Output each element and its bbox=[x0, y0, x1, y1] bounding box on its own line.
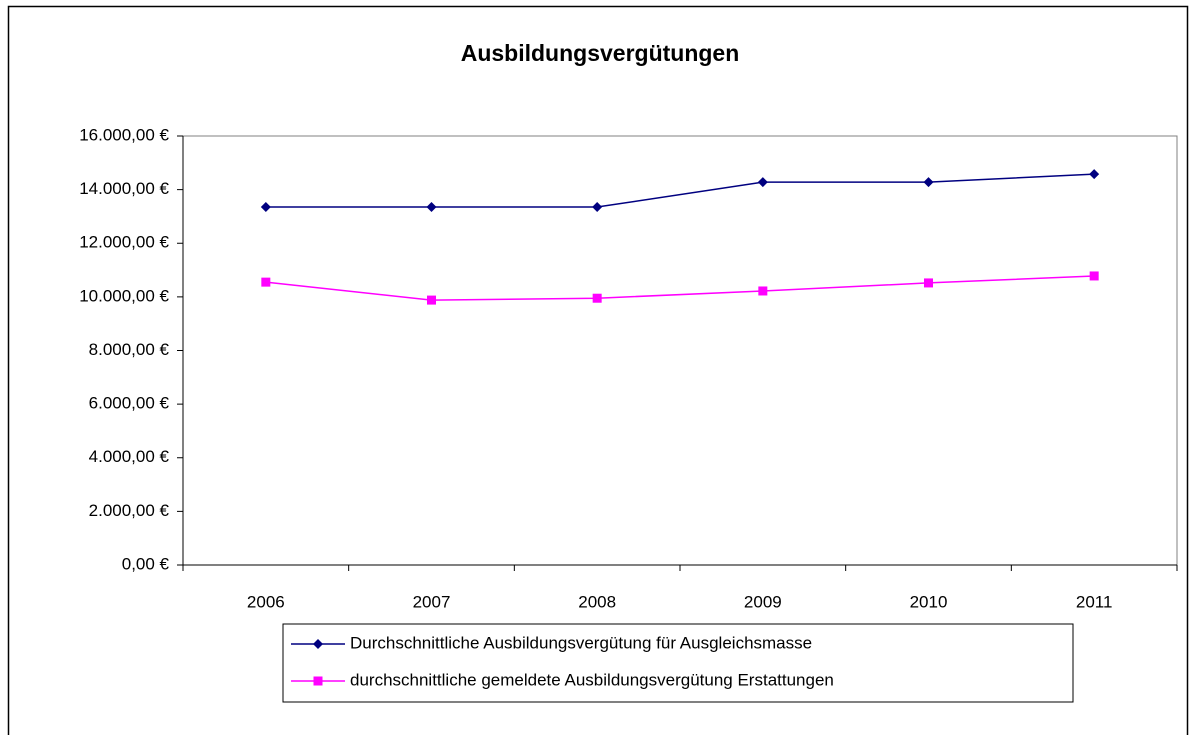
data-point bbox=[592, 202, 603, 213]
y-tick-label: 2.000,00 € bbox=[89, 501, 170, 520]
data-point bbox=[261, 277, 271, 287]
legend-label: Durchschnittliche Ausbildungsvergütung f… bbox=[350, 633, 812, 652]
x-tick-label: 2006 bbox=[247, 592, 285, 611]
y-tick-label: 0,00 € bbox=[122, 554, 170, 573]
data-point bbox=[426, 202, 437, 213]
legend-box bbox=[282, 623, 1074, 703]
series-line bbox=[265, 173, 1095, 208]
data-point bbox=[1089, 271, 1099, 281]
legend-label: durchschnittliche gemeldete Ausbildungsv… bbox=[350, 670, 834, 689]
y-tick-label: 6.000,00 € bbox=[89, 394, 170, 413]
data-point bbox=[757, 177, 768, 188]
x-tick-label: 2010 bbox=[910, 592, 948, 611]
data-point bbox=[758, 286, 768, 296]
data-point bbox=[592, 293, 602, 303]
data-point bbox=[924, 278, 933, 288]
data-point bbox=[1089, 169, 1100, 180]
data-point bbox=[427, 295, 436, 305]
y-tick-label: 8.000,00 € bbox=[89, 340, 170, 359]
y-tick-label: 12.000,00 € bbox=[79, 233, 169, 252]
legend-marker bbox=[313, 676, 323, 686]
chart-title: Ausbildungsvergütungen bbox=[461, 40, 740, 66]
series-line bbox=[265, 275, 1095, 301]
x-tick-label: 2008 bbox=[578, 592, 616, 611]
data-point bbox=[923, 177, 934, 188]
y-tick-label: 4.000,00 € bbox=[89, 447, 170, 466]
x-tick-label: 2009 bbox=[744, 592, 782, 611]
chart-border bbox=[7, 5, 1189, 735]
x-tick-label: 2007 bbox=[413, 592, 451, 611]
x-tick-label: 2011 bbox=[1076, 592, 1113, 611]
data-point bbox=[260, 202, 271, 213]
y-tick-label: 14.000,00 € bbox=[79, 179, 169, 198]
y-tick-label: 16.000,00 € bbox=[79, 125, 169, 144]
legend-marker bbox=[313, 639, 323, 649]
y-tick-label: 10.000,00 € bbox=[79, 286, 169, 305]
